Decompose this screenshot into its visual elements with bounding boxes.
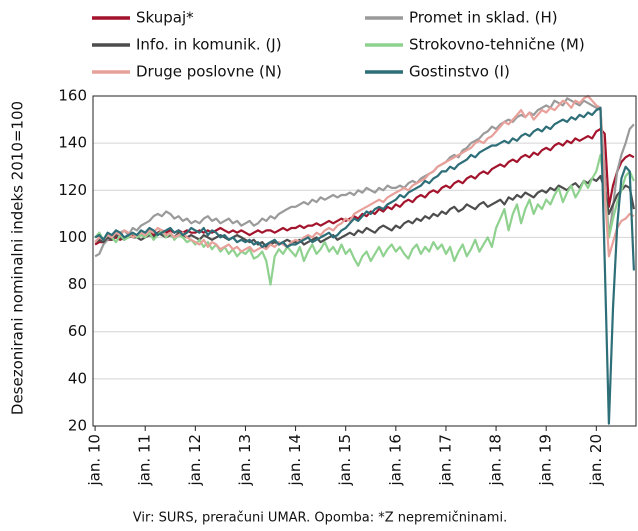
series-line [94, 153, 635, 286]
series-line [94, 106, 635, 425]
x-tick-label: jan. 20 [587, 434, 605, 487]
series-line [94, 97, 635, 258]
x-tick-label: jan. 18 [487, 434, 505, 487]
y-tick-label: 40 [68, 369, 87, 387]
y-tick-label: 80 [68, 275, 87, 293]
y-tick-label: 60 [68, 322, 87, 340]
y-tick-label: 160 [58, 87, 87, 105]
x-tick-label: jan. 19 [537, 434, 555, 487]
source-note: Vir: SURS, preračuni UMAR. Opomba: *Z ne… [133, 511, 507, 526]
x-tick-label: jan. 12 [186, 434, 204, 487]
series-line [94, 127, 635, 246]
x-tick-label: jan. 10 [86, 434, 104, 487]
y-tick-label: 120 [58, 181, 87, 199]
legend-label: Info. in komunik. (J) [136, 36, 282, 54]
legend-label: Druge poslovne (N) [136, 63, 282, 81]
legend-label: Strokovno-tehnične (M) [409, 36, 585, 54]
x-tick-label: jan. 17 [436, 434, 454, 487]
x-tick-label: jan. 15 [336, 434, 354, 487]
x-tick-label: jan. 11 [136, 434, 154, 487]
plot-frame [92, 95, 637, 427]
x-tick-label: jan. 14 [286, 434, 304, 487]
legend-label: Promet in sklad. (H) [409, 9, 558, 27]
legend-label: Skupaj* [136, 9, 194, 27]
y-axis-title: Desezonirani nominalni indeks 2010=100 [9, 101, 27, 415]
x-tick-label: jan. 16 [386, 434, 404, 487]
y-tick-label: 140 [58, 134, 87, 152]
y-tick-label: 20 [68, 417, 87, 435]
y-tick-label: 100 [58, 228, 87, 246]
legend-label: Gostinstvo (I) [409, 63, 510, 81]
x-tick-label: jan. 13 [236, 434, 254, 487]
